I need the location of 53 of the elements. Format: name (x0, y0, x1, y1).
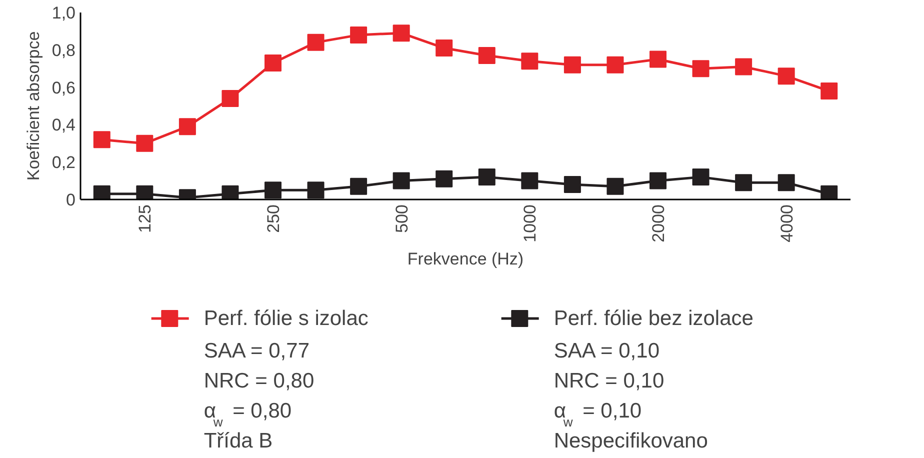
y-tick-label: 0,6 (52, 78, 76, 98)
point (820, 82, 838, 100)
point (521, 52, 538, 70)
point (650, 172, 666, 190)
point (436, 170, 453, 188)
y-axis-title: Koeficient absorpce (24, 31, 43, 181)
point (692, 168, 710, 186)
point (778, 174, 795, 192)
y-tick-label: 0,2 (52, 153, 76, 172)
point (392, 172, 410, 190)
x-tick-label: 2000 (649, 204, 668, 242)
point (778, 68, 795, 85)
y-tick-label: 0,4 (52, 116, 76, 135)
legend-label: Perf. fólie s izolac (204, 307, 368, 330)
point (606, 178, 624, 195)
point (350, 26, 368, 44)
point (222, 90, 239, 108)
point (350, 178, 368, 195)
point (264, 182, 282, 199)
point (307, 182, 324, 199)
point (307, 34, 324, 51)
y-tick-label: 0,8 (52, 40, 76, 60)
x-tick-label: 250 (264, 204, 283, 233)
y-tick-label: 1,0 (52, 4, 76, 22)
point (436, 40, 453, 57)
point (564, 56, 581, 74)
text: Třída B (204, 430, 273, 452)
point (735, 174, 752, 192)
point (136, 134, 154, 152)
point (478, 168, 496, 186)
y-tick-label: 0 (66, 190, 76, 210)
point (93, 131, 110, 148)
point (650, 50, 666, 68)
x-axis-title: Frekvence (Hz) (407, 249, 524, 268)
point (692, 60, 710, 78)
text: NRC = 0,80 (204, 370, 314, 392)
x-tick-label: 4000 (777, 204, 796, 242)
x-tick-label: 1000 (520, 204, 540, 242)
x-tick-label: 125 (136, 204, 155, 233)
point (521, 172, 538, 190)
text: NRC = 0,10 (554, 370, 664, 392)
point (564, 176, 581, 194)
legend-label: Perf. fólie bez izolace (554, 307, 754, 330)
text: Nespecifikovano (554, 430, 708, 452)
point (392, 24, 410, 42)
text: SAA = 0,77 (204, 340, 310, 362)
point (735, 58, 752, 76)
x-tick-label: 500 (392, 204, 412, 233)
point (478, 47, 496, 64)
point (264, 54, 282, 72)
point (178, 118, 196, 136)
point (606, 56, 624, 74)
text: SAA = 0,10 (554, 340, 660, 362)
